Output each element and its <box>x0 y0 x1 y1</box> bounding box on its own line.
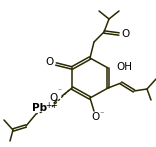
Text: O: O <box>45 57 53 67</box>
Text: ⁻: ⁻ <box>100 110 104 118</box>
Text: O: O <box>50 93 58 103</box>
Text: O: O <box>121 29 129 39</box>
Text: Pb: Pb <box>32 103 48 113</box>
Text: OH: OH <box>116 62 132 72</box>
Text: ⁻: ⁻ <box>57 86 61 96</box>
Text: O: O <box>92 112 100 122</box>
Text: ++: ++ <box>46 101 58 110</box>
